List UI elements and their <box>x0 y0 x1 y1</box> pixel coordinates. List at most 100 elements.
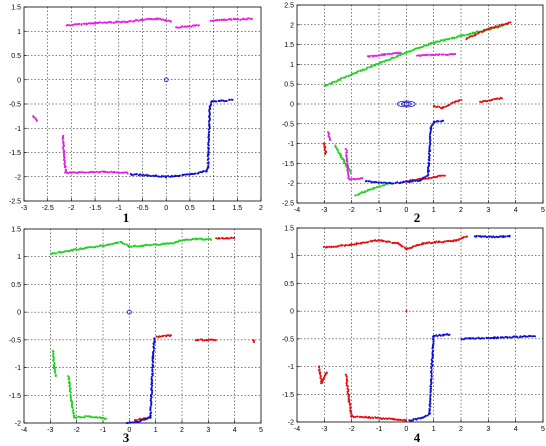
data-point <box>474 33 477 36</box>
data-point <box>214 339 217 342</box>
data-point <box>392 56 396 59</box>
data-point <box>78 22 81 25</box>
data-point <box>111 242 114 246</box>
y-tick-label: 0 <box>290 309 294 316</box>
data-point <box>201 339 204 342</box>
data-point <box>110 21 113 24</box>
series-blue <box>125 337 156 425</box>
x-tick-label: -2 <box>349 426 355 433</box>
data-point <box>151 370 154 373</box>
data-point <box>207 338 210 341</box>
data-point <box>101 21 105 24</box>
data-point <box>346 166 349 169</box>
data-point <box>207 238 210 241</box>
data-point <box>63 166 66 169</box>
x-tick-label: 1 <box>212 205 216 212</box>
y-tick-label: -0.5 <box>282 121 294 128</box>
panel-3: -4 -3 -2 -1 0 1 2 3 4 5 -2 -1.5 -1 -0.5 0 0.5 1 1.5 3 <box>9 227 263 446</box>
data-point <box>388 240 391 243</box>
x-tick-label: -3 <box>47 427 53 434</box>
data-point <box>152 345 155 348</box>
data-point <box>466 36 469 40</box>
data-point <box>67 378 70 381</box>
data-point <box>374 64 377 67</box>
origin-marker <box>403 101 409 107</box>
data-point <box>68 385 71 388</box>
data-point <box>333 80 336 83</box>
y-tick-label: 1.5 <box>11 227 21 234</box>
data-point <box>475 234 478 237</box>
data-point <box>178 174 182 177</box>
data-point <box>438 53 441 56</box>
data-point <box>500 235 503 238</box>
data-point <box>428 404 431 407</box>
data-point <box>350 178 353 181</box>
data-point <box>460 338 463 341</box>
data-point <box>502 336 505 339</box>
data-point <box>429 402 432 405</box>
panel-2: -4 -3 -2 -1 0 1 2 3 4 5 -2.5 -2 -1.5 -1 -0.5 0 0.5 1 1.5 2 2… <box>282 3 545 226</box>
data-point <box>382 239 385 242</box>
data-point <box>472 337 475 340</box>
series-blue <box>396 100 416 108</box>
data-point <box>126 20 129 23</box>
data-point <box>215 237 218 240</box>
data-point <box>167 19 170 22</box>
data-point <box>96 245 99 248</box>
data-point <box>469 32 472 35</box>
data-point <box>330 245 333 248</box>
data-point <box>228 98 231 101</box>
data-point <box>141 244 144 247</box>
data-point <box>361 177 364 180</box>
data-point <box>392 52 395 55</box>
data-point <box>344 244 347 247</box>
data-point <box>192 173 195 176</box>
x-tick-label: 2 <box>180 427 184 434</box>
data-point <box>326 83 329 87</box>
data-point <box>211 100 214 103</box>
data-point <box>230 236 233 239</box>
data-point <box>97 21 100 24</box>
data-point <box>135 19 138 22</box>
data-point <box>357 242 360 245</box>
data-point <box>375 181 378 184</box>
data-point <box>386 53 389 56</box>
data-point <box>62 147 65 150</box>
x-tick-label: -1 <box>100 427 106 434</box>
data-point <box>52 356 55 359</box>
y-tick-label: 1.5 <box>284 42 294 49</box>
data-point <box>354 415 357 419</box>
data-point <box>63 153 66 156</box>
data-point <box>370 65 373 68</box>
data-point <box>55 252 58 255</box>
data-point <box>150 401 153 405</box>
data-point <box>418 417 421 420</box>
data-point <box>433 335 436 338</box>
data-point <box>151 372 154 375</box>
x-tick-label: -3 <box>321 426 327 433</box>
data-point <box>337 244 340 247</box>
data-point <box>130 245 133 248</box>
data-point <box>151 391 154 394</box>
data-point <box>96 416 99 419</box>
series-blue <box>129 98 234 179</box>
data-point <box>441 174 444 177</box>
series-red <box>317 235 469 422</box>
data-point <box>399 419 403 422</box>
data-point <box>345 75 348 78</box>
data-point <box>352 72 355 75</box>
data-point <box>162 334 165 337</box>
data-point <box>223 100 226 103</box>
data-point <box>129 421 132 424</box>
data-point <box>207 161 210 164</box>
data-point <box>387 417 390 420</box>
series-magenta <box>327 51 457 181</box>
data-point <box>492 235 495 238</box>
data-point <box>146 244 149 247</box>
data-point <box>126 421 130 424</box>
data-point <box>364 241 367 244</box>
data-point <box>318 372 322 375</box>
series-blue <box>163 77 169 83</box>
data-point <box>151 18 154 21</box>
data-point <box>429 387 433 390</box>
